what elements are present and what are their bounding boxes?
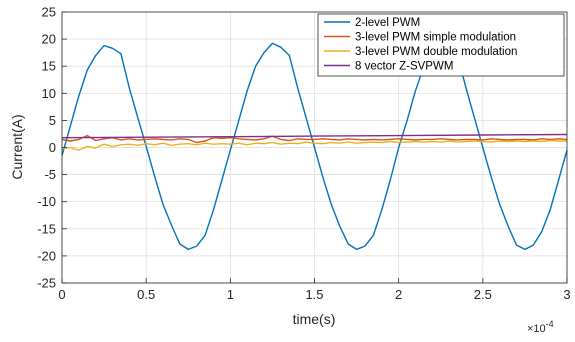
legend-box — [317, 13, 565, 77]
y-tick-label: 25 — [42, 5, 56, 20]
x-exponent-label: ×10-4 — [527, 319, 554, 335]
x-axis-label: time(s) — [293, 311, 336, 327]
legend-label-3: 3-level PWM double modulation — [355, 46, 517, 58]
y-tick-label: 10 — [42, 86, 56, 101]
y-tick-label: 5 — [49, 113, 56, 128]
x-tick-label: 0.5 — [137, 287, 155, 302]
y-tick-label: -10 — [37, 194, 56, 209]
y-axis-label: Current(A) — [9, 114, 25, 179]
y-tick-label: -25 — [37, 276, 56, 291]
y-tick-label: 0 — [49, 140, 56, 155]
legend: 2-level PWM 3-level PWM simple modulation… — [317, 13, 565, 77]
legend-label-4: 8 vector Z-SVPWM — [355, 61, 453, 73]
y-tick-label: 20 — [42, 32, 56, 47]
x-tick-label: 2 — [395, 287, 402, 302]
x-exponent-power: -4 — [546, 319, 554, 329]
series-line-3 — [61, 139, 567, 151]
legend-label-1: 2-level PWM — [355, 17, 420, 29]
y-tick-label: -5 — [44, 167, 56, 182]
y-tick-label: 15 — [42, 59, 56, 74]
x-tick-label: 2.5 — [474, 287, 492, 302]
series-layer — [61, 42, 568, 251]
series-line-4 — [61, 133, 568, 139]
legend-label-2: 3-level PWM simple modulation — [355, 32, 516, 44]
ticks: 0 0.5 1 1.5 2 2.5 3 -25 -20 -15 -10 -5 0 5 10 15 20 25 — [37, 5, 570, 303]
x-tick-label: 1.5 — [305, 287, 323, 302]
x-exponent-base: ×10 — [527, 323, 546, 335]
x-tick-label: 1 — [227, 287, 234, 302]
y-tick-label: -15 — [37, 221, 56, 236]
series-line-1 — [61, 42, 568, 251]
y-tick-label: -20 — [37, 248, 56, 263]
series-line-2 — [61, 134, 568, 144]
x-tick-label: 3 — [563, 287, 570, 302]
x-tick-label: 0 — [58, 287, 65, 302]
